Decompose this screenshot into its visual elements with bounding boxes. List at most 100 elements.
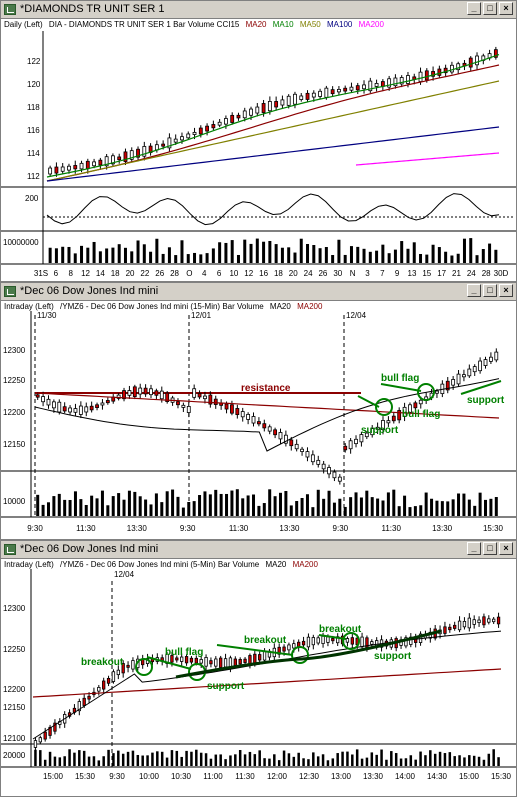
x-tick: 18 xyxy=(274,269,283,278)
window-titlebar[interactable]: *Dec 06 Dow Jones Ind mini _ □ × xyxy=(1,283,516,301)
candle-body xyxy=(100,402,105,406)
candle-body xyxy=(165,653,169,664)
volume-bar xyxy=(385,759,388,766)
volume-bar xyxy=(133,491,137,516)
volume-bar xyxy=(468,755,471,766)
price-chart-ym-5min[interactable]: 12/04 12300 12250 12200 12150 12100 2000… xyxy=(1,569,516,797)
volume-bar xyxy=(255,238,259,263)
volume-bar xyxy=(171,489,175,516)
x-tick: 11:30 xyxy=(76,524,96,533)
chart-app-icon xyxy=(4,286,16,297)
volume-bar xyxy=(102,756,105,766)
window-title: *Dec 06 Dow Jones Ind mini xyxy=(20,285,159,297)
volume-bar xyxy=(155,238,159,263)
candle-body xyxy=(294,443,299,450)
candle-body xyxy=(267,426,272,432)
candle-body xyxy=(274,101,279,108)
volume-bar xyxy=(467,499,471,516)
volume-bar xyxy=(321,754,325,766)
cci-line xyxy=(46,193,500,226)
volume-bar xyxy=(453,756,456,766)
candle-body xyxy=(255,106,260,114)
candle-body xyxy=(121,663,125,674)
chart-window-dia[interactable]: *DIAMONDS TR UNIT SER 1 _ □ × Daily (Lef… xyxy=(0,0,517,282)
volume-bar xyxy=(117,750,120,766)
volume-bar xyxy=(492,749,495,766)
volume-bar xyxy=(463,757,466,766)
chart-window-ym-15min[interactable]: *Dec 06 Dow Jones Ind mini _ □ × Intrada… xyxy=(0,282,517,540)
volume-bar xyxy=(211,248,215,263)
x-tick: 8 xyxy=(68,269,73,278)
candle-body xyxy=(262,651,267,661)
volume-bar xyxy=(92,756,96,766)
price-tick: 122 xyxy=(27,57,41,66)
pattern-circle xyxy=(417,383,435,401)
volume-bar xyxy=(438,751,442,766)
date-label: 11/30 xyxy=(37,311,57,320)
volume-bar xyxy=(205,253,209,263)
maximize-button[interactable]: □ xyxy=(483,2,497,15)
volume-bar xyxy=(224,242,228,263)
volume-bar xyxy=(180,240,184,263)
maximize-button[interactable]: □ xyxy=(483,284,497,297)
osc-tick: 200 xyxy=(25,194,39,203)
flag-line xyxy=(146,656,192,670)
candle-body xyxy=(217,121,222,126)
volume-bar xyxy=(218,242,222,263)
x-tick: 9:30 xyxy=(109,772,125,781)
candle-body xyxy=(450,64,454,73)
volume-bar xyxy=(136,754,140,766)
close-button[interactable]: × xyxy=(499,284,513,297)
breakout-label: breakout xyxy=(244,635,287,646)
chart-legend: Intraday (Left) /YMZ6 - Dec 06 Dow Jones… xyxy=(4,302,326,311)
price-tick: 12300 xyxy=(3,346,26,355)
price-tick: 120 xyxy=(27,80,41,89)
minimize-button[interactable]: _ xyxy=(467,284,481,297)
volume-bar xyxy=(478,492,482,516)
volume-bar xyxy=(126,751,130,766)
candle-body xyxy=(368,80,373,92)
window-titlebar[interactable]: *Dec 06 Dow Jones Ind mini _ □ × xyxy=(1,541,516,559)
candle-body xyxy=(33,740,38,748)
volume-bar xyxy=(230,490,234,516)
candle-body xyxy=(122,390,126,400)
maximize-button[interactable]: □ xyxy=(483,542,497,555)
volume-bar xyxy=(287,247,291,263)
volume-bar xyxy=(142,244,146,263)
close-button[interactable]: × xyxy=(499,542,513,555)
volume-bar xyxy=(63,756,66,766)
price-chart-ym-15min[interactable]: 11/30 12/01 12/04 12300 12250 12200 1215… xyxy=(1,311,516,539)
candle-body xyxy=(127,390,132,396)
minimize-button[interactable]: _ xyxy=(467,2,481,15)
candle-body xyxy=(451,379,456,386)
candle-body xyxy=(111,155,115,165)
price-chart-dia[interactable]: 122 120 118 116 114 112 200 10000000 31S… xyxy=(1,31,516,281)
candle-body xyxy=(165,392,170,402)
volume-bar xyxy=(67,246,71,263)
volume-bar xyxy=(48,751,52,766)
candle-body xyxy=(117,156,122,161)
window-titlebar[interactable]: *DIAMONDS TR UNIT SER 1 _ □ × xyxy=(1,1,516,19)
candle-body xyxy=(123,151,128,162)
candle-body xyxy=(289,439,294,447)
candle-body xyxy=(186,133,191,139)
candle-body xyxy=(192,131,197,135)
candle-body xyxy=(418,399,423,405)
chart-window-ym-5min[interactable]: *Dec 06 Dow Jones Ind mini _ □ × Intrada… xyxy=(0,540,517,797)
volume-bar xyxy=(151,752,154,766)
volume-bar xyxy=(425,254,429,263)
candle-body xyxy=(462,621,467,628)
ma10-line xyxy=(46,54,500,178)
volume-bar xyxy=(343,506,347,516)
candle-body xyxy=(437,68,442,76)
volume-bar xyxy=(356,246,360,263)
candle-body xyxy=(393,77,398,87)
volume-bar xyxy=(482,759,486,766)
minimize-button[interactable]: _ xyxy=(467,542,481,555)
candle-body xyxy=(318,90,322,97)
volume-bar xyxy=(46,502,50,516)
volume-bar xyxy=(214,489,218,516)
volume-bar xyxy=(238,750,242,766)
close-button[interactable]: × xyxy=(499,2,513,15)
flag-line xyxy=(380,383,422,392)
